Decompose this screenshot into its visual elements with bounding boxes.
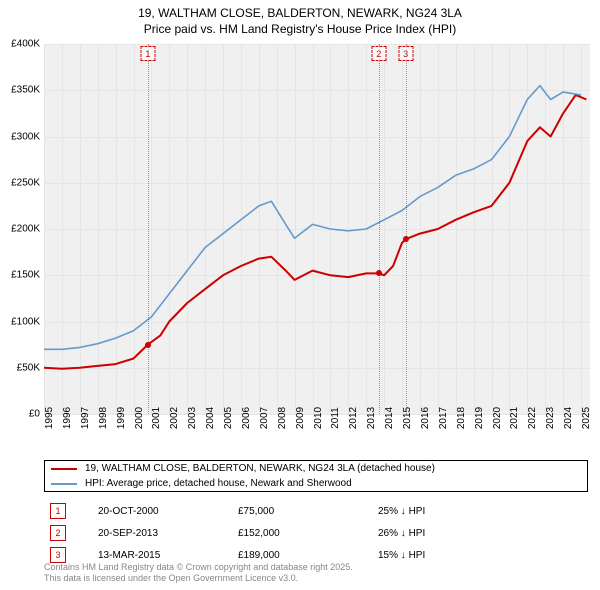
x-tick-label: 2023 — [545, 407, 556, 429]
y-tick-label: £300K — [11, 131, 40, 142]
x-tick-label: 1999 — [116, 407, 127, 429]
series-price_paid — [44, 95, 586, 369]
chart-title-block: 19, WALTHAM CLOSE, BALDERTON, NEWARK, NG… — [0, 0, 600, 37]
x-tick-label: 2017 — [438, 407, 449, 429]
x-tick-label: 2013 — [366, 407, 377, 429]
marker-table-pct: 26% ↓ HPI — [378, 528, 518, 539]
sale-marker-vline — [379, 44, 380, 414]
marker-table-price: £75,000 — [238, 506, 378, 517]
x-tick-label: 2003 — [187, 407, 198, 429]
x-tick-label: 2000 — [134, 407, 145, 429]
marker-table-num: 2 — [50, 525, 66, 541]
sale-marker-vline — [148, 44, 149, 414]
x-tick-label: 2014 — [384, 407, 395, 429]
marker-table-price: £189,000 — [238, 550, 378, 561]
y-tick-label: £200K — [11, 224, 40, 235]
legend-box: 19, WALTHAM CLOSE, BALDERTON, NEWARK, NG… — [44, 460, 588, 492]
y-tick-label: £100K — [11, 316, 40, 327]
footer-line1: Contains HM Land Registry data © Crown c… — [44, 562, 353, 573]
x-tick-label: 2022 — [527, 407, 538, 429]
legend-row: 19, WALTHAM CLOSE, BALDERTON, NEWARK, NG… — [45, 461, 587, 476]
y-tick-label: £0 — [29, 409, 40, 420]
marker-table-pct: 15% ↓ HPI — [378, 550, 518, 561]
marker-table-num: 3 — [50, 547, 66, 563]
x-tick-label: 1996 — [62, 407, 73, 429]
legend-swatch — [51, 468, 77, 470]
sale-marker-label: 1 — [140, 46, 155, 61]
marker-table: 1 20-OCT-2000£75,00025% ↓ HPI 2 20-SEP-2013… — [44, 500, 588, 566]
y-tick-label: £150K — [11, 270, 40, 281]
marker-table-row: 1 20-OCT-2000£75,00025% ↓ HPI — [44, 500, 588, 522]
x-tick-label: 2016 — [420, 407, 431, 429]
x-axis: 1995199619971998199920002001200220032004… — [44, 414, 590, 458]
sale-marker-label: 3 — [398, 46, 413, 61]
y-tick-label: £250K — [11, 177, 40, 188]
footer-line2: This data is licensed under the Open Gov… — [44, 573, 353, 584]
x-tick-label: 2024 — [563, 407, 574, 429]
marker-table-row: 2 20-SEP-2013£152,00026% ↓ HPI — [44, 522, 588, 544]
x-tick-label: 2018 — [456, 407, 467, 429]
x-tick-label: 2010 — [313, 407, 324, 429]
footer-attribution: Contains HM Land Registry data © Crown c… — [44, 562, 353, 584]
series-hpi — [44, 86, 581, 350]
sale-marker-dot — [403, 236, 409, 242]
sale-marker-vline — [406, 44, 407, 414]
y-tick-label: £400K — [11, 39, 40, 50]
legend-label: HPI: Average price, detached house, Newa… — [85, 478, 352, 489]
x-tick-label: 2001 — [151, 407, 162, 429]
x-tick-label: 2020 — [492, 407, 503, 429]
y-tick-label: £50K — [17, 362, 40, 373]
x-tick-label: 2002 — [169, 407, 180, 429]
legend-label: 19, WALTHAM CLOSE, BALDERTON, NEWARK, NG… — [85, 463, 435, 474]
x-tick-label: 1998 — [98, 407, 109, 429]
sale-marker-dot — [376, 270, 382, 276]
legend-swatch — [51, 483, 77, 485]
y-tick-label: £350K — [11, 85, 40, 96]
marker-table-date: 20-OCT-2000 — [98, 506, 238, 517]
x-tick-label: 2021 — [509, 407, 520, 429]
legend-row: HPI: Average price, detached house, Newa… — [45, 476, 587, 491]
x-tick-label: 2008 — [277, 407, 288, 429]
marker-table-num: 1 — [50, 503, 66, 519]
x-tick-label: 2025 — [581, 407, 592, 429]
y-axis: £0£50K£100K£150K£200K£250K£300K£350K£400… — [0, 44, 44, 414]
x-tick-label: 2005 — [223, 407, 234, 429]
chart-lines-svg — [44, 44, 590, 414]
x-tick-label: 2006 — [241, 407, 252, 429]
marker-table-date: 13-MAR-2015 — [98, 550, 238, 561]
x-tick-label: 2015 — [402, 407, 413, 429]
chart-container: 19, WALTHAM CLOSE, BALDERTON, NEWARK, NG… — [0, 0, 600, 590]
x-tick-label: 2012 — [348, 407, 359, 429]
x-tick-label: 2011 — [330, 407, 341, 429]
chart-plot-area: 1 23 — [44, 44, 590, 414]
x-tick-label: 2009 — [295, 407, 306, 429]
marker-table-price: £152,000 — [238, 528, 378, 539]
title-line1: 19, WALTHAM CLOSE, BALDERTON, NEWARK, NG… — [0, 6, 600, 22]
x-tick-label: 1997 — [80, 407, 91, 429]
x-tick-label: 2004 — [205, 407, 216, 429]
title-line2: Price paid vs. HM Land Registry's House … — [0, 22, 600, 38]
sale-marker-dot — [145, 342, 151, 348]
x-tick-label: 2019 — [474, 407, 485, 429]
x-tick-label: 2007 — [259, 407, 270, 429]
marker-table-pct: 25% ↓ HPI — [378, 506, 518, 517]
sale-marker-label: 2 — [371, 46, 386, 61]
marker-table-date: 20-SEP-2013 — [98, 528, 238, 539]
x-tick-label: 1995 — [44, 407, 55, 429]
